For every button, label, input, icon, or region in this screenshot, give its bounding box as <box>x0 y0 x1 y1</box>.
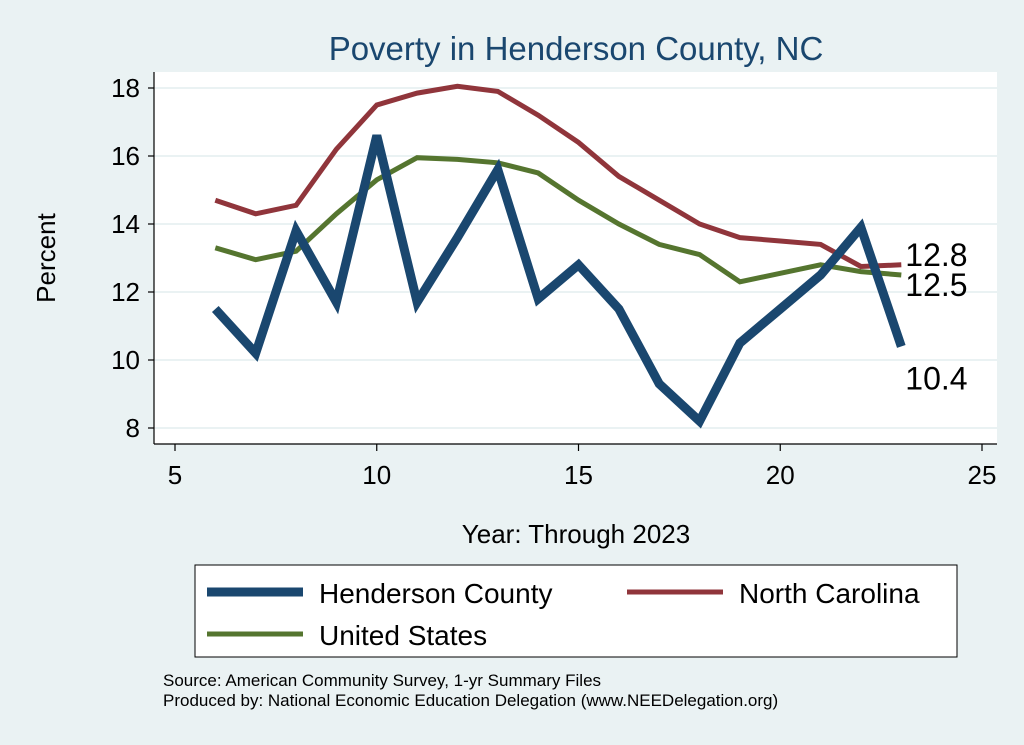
end-label-united-states: 12.5 <box>905 267 967 303</box>
chart-title: Poverty in Henderson County, NC <box>329 30 824 67</box>
x-axis-label: Year: Through 2023 <box>462 519 690 549</box>
y-tick-label: 18 <box>111 73 140 103</box>
legend-box <box>194 564 958 658</box>
series-line-north-carolina <box>214 83 902 270</box>
plot-area <box>154 72 997 444</box>
y-tick-label: 10 <box>111 345 140 375</box>
y-tick-label: 8 <box>126 413 140 443</box>
axes: 8 10 12 14 16 18 5 10 15 20 25 <box>111 72 997 490</box>
series-line-united-states <box>214 155 902 285</box>
legend-label-united-states: United States <box>319 620 487 651</box>
y-axis-label: Percent <box>31 212 61 302</box>
series-line-henderson-county <box>211 134 906 429</box>
x-tick-label: 15 <box>564 460 593 490</box>
y-tick-label: 16 <box>111 141 140 171</box>
y-tick-label: 12 <box>111 277 140 307</box>
x-tick-label: 25 <box>968 460 997 490</box>
end-labels: 10.4 12.812.5 <box>905 237 967 397</box>
x-tick-label: 20 <box>766 460 795 490</box>
source-note: Source: American Community Survey, 1-yr … <box>163 671 602 690</box>
end-label-north-carolina: 12.8 <box>905 237 967 273</box>
legend-label-north-carolina: North Carolina <box>739 578 920 609</box>
end-label-henderson-county: 10.4 <box>905 360 967 396</box>
legend: Henderson County North Carolina United Sta… <box>207 578 920 651</box>
legend-label-henderson-county: Henderson County <box>319 578 552 609</box>
x-tick-label: 5 <box>168 460 182 490</box>
producer-note: Produced by: National Economic Education… <box>163 691 779 710</box>
y-tick-label: 14 <box>111 209 140 239</box>
series-lines <box>211 83 906 429</box>
x-tick-label: 10 <box>362 460 391 490</box>
